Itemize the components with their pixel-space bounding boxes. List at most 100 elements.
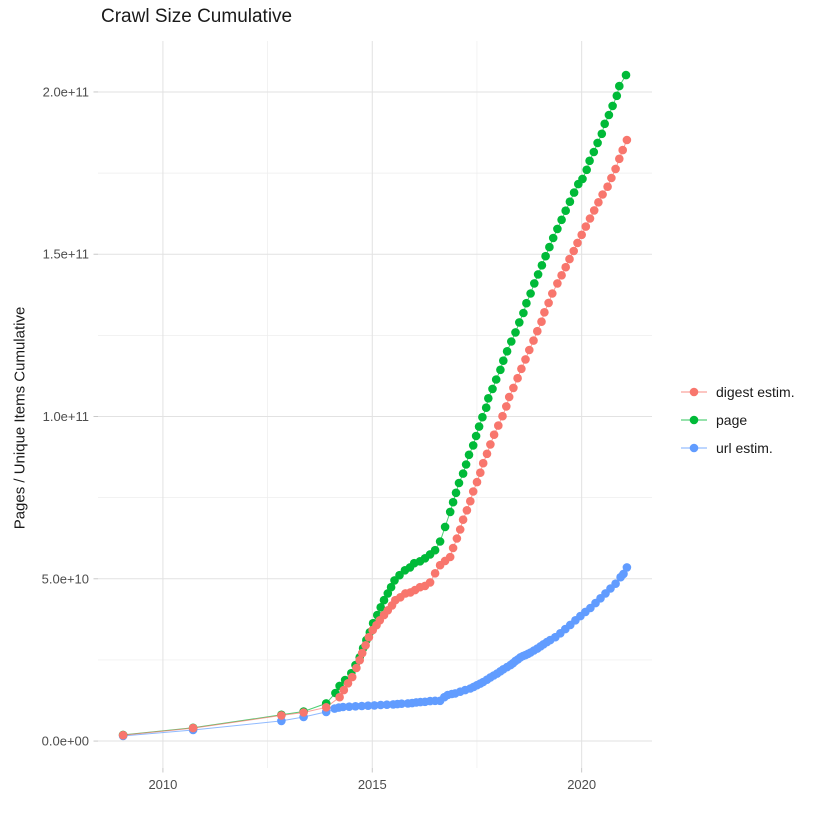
data-point-digest-estim — [603, 182, 612, 191]
data-point-page — [557, 215, 566, 225]
data-point-digest-estim — [598, 190, 607, 199]
data-point-page — [464, 450, 474, 460]
data-point-page — [615, 81, 624, 91]
axis-ticks — [93, 91, 583, 773]
data-point-page — [604, 110, 614, 120]
data-point-digest-estim — [188, 723, 198, 733]
data-point-page — [507, 337, 516, 346]
data-point-url-estim — [338, 702, 348, 712]
data-point-page — [499, 356, 508, 366]
data-point-page — [612, 91, 622, 101]
legend-label-url-estim: url estim. — [716, 440, 773, 456]
data-point-digest-estim — [544, 298, 553, 308]
data-point-digest-estim — [466, 496, 475, 506]
data-point-digest-estim — [565, 254, 574, 264]
data-point-page — [454, 478, 464, 488]
legend-key-page-icon — [681, 415, 707, 425]
y-tick-label: 1.0e+11 — [43, 409, 89, 424]
data-point-page — [561, 206, 570, 215]
data-point-url-estim — [622, 563, 632, 572]
legend-key-digest-estim-icon — [681, 387, 707, 397]
data-point-digest-estim — [585, 214, 595, 223]
data-point-page — [448, 497, 458, 507]
x-tick-label: 2020 — [567, 777, 596, 792]
data-point-page — [545, 242, 554, 252]
data-point-digest-estim — [452, 534, 462, 543]
series-line-url-estim — [123, 567, 628, 737]
y-tick-label: 2.0e+11 — [43, 84, 89, 99]
data-point-page — [440, 522, 450, 532]
data-point-page — [430, 545, 440, 555]
data-point-page — [569, 188, 579, 197]
data-point-page — [548, 233, 558, 243]
data-point-page — [600, 119, 609, 129]
data-point-digest-estim — [468, 487, 478, 496]
data-point-digest-estim — [339, 685, 349, 695]
data-point-digest-estim — [504, 392, 514, 402]
data-point-digest-estim — [573, 238, 582, 248]
data-point-page — [530, 279, 539, 288]
legend: digest estim. page url estim. — [681, 378, 795, 462]
data-point-digest-estim — [548, 289, 557, 298]
data-point-digest-estim — [561, 262, 570, 272]
y-tick-label: 5.0e+10 — [42, 571, 89, 586]
data-point-page — [496, 365, 505, 375]
data-point-digest-estim — [335, 692, 344, 702]
data-point-page — [515, 318, 524, 327]
data-point-digest-estim — [455, 525, 465, 534]
data-point-digest-estim — [277, 711, 286, 720]
data-point-digest-estim — [425, 578, 435, 587]
data-point-digest-estim — [589, 206, 599, 215]
data-point-digest-estim — [364, 632, 374, 642]
data-point-page — [608, 101, 617, 111]
data-point-digest-estim — [347, 672, 357, 682]
data-point-digest-estim — [361, 641, 370, 650]
data-point-url-estim — [382, 700, 392, 709]
data-point-digest-estim — [118, 730, 128, 740]
series-line-digest-estim — [123, 139, 628, 736]
data-point-page — [511, 328, 520, 337]
data-point-url-estim — [344, 702, 354, 711]
data-point-page — [379, 595, 389, 605]
data-point-digest-estim — [482, 449, 492, 459]
data-point-digest-estim — [615, 154, 624, 164]
data-point-url-estim — [619, 569, 628, 579]
data-point-digest-estim — [489, 430, 499, 440]
legend-label-digest-estim: digest estim. — [716, 384, 795, 400]
legend-item-page: page — [681, 406, 795, 434]
data-point-page — [474, 422, 484, 431]
data-point-page — [526, 289, 535, 298]
y-axis-title: Pages / Unique Items Cumulative — [11, 306, 29, 530]
data-point-digest-estim — [521, 355, 530, 364]
data-point-digest-estim — [607, 173, 616, 183]
data-point-digest-estim — [533, 326, 542, 336]
data-point-digest-estim — [553, 279, 562, 288]
data-point-page — [386, 582, 396, 592]
data-point-digest-estim — [529, 336, 538, 345]
data-point-page — [597, 129, 607, 139]
tick-labels: 2010 2015 2020 0.0e+00 5.0e+10 1.0e+11 1.5e+11… — [42, 84, 596, 792]
data-point-page — [491, 375, 501, 384]
data-point-page — [565, 197, 575, 206]
data-point-digest-estim — [618, 145, 627, 155]
data-point-digest-estim — [448, 543, 458, 553]
data-point-page — [537, 261, 547, 270]
data-point-digest-estim — [594, 198, 603, 207]
data-point-page — [582, 165, 591, 175]
data-point-page — [522, 298, 531, 308]
legend-dot — [689, 443, 699, 453]
data-point-digest-estim — [509, 383, 518, 393]
data-point-page — [376, 603, 386, 612]
data-point-page — [435, 537, 445, 546]
data-point-page — [519, 308, 528, 318]
data-point-page — [451, 488, 461, 498]
data-point-page — [478, 412, 487, 422]
data-point-digest-estim — [343, 679, 353, 688]
data-point-page — [589, 147, 599, 157]
data-point-digest-estim — [517, 364, 526, 374]
data-point-digest-estim — [622, 135, 632, 145]
data-point-page — [578, 174, 587, 184]
legend-label-page: page — [716, 412, 748, 428]
